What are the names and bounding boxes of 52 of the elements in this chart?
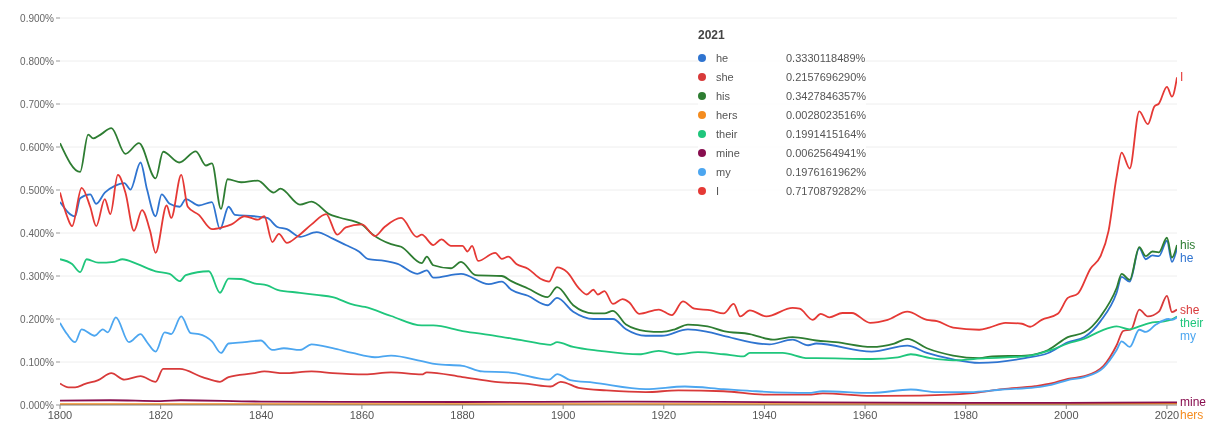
text: hers xyxy=(1180,408,1204,423)
annotation: 0.0062564941% xyxy=(786,146,867,159)
x-tick-label: 2000 xyxy=(1054,408,1079,421)
legend-title: 2021 xyxy=(698,28,726,42)
annotation: 0.1976161962% xyxy=(786,165,867,178)
legend-label: I xyxy=(716,184,721,197)
legend-label: he xyxy=(716,51,730,64)
x-tick-label: 1840 xyxy=(249,408,274,421)
line-series xyxy=(60,294,1177,397)
x-tick-label: 1960 xyxy=(852,408,878,421)
annotation: 0.7170879282% xyxy=(786,184,867,197)
y-tick-label: 0.100% xyxy=(20,356,55,368)
annotation: 0.3330118489% xyxy=(786,51,866,64)
x-tick-label: 1920 xyxy=(651,408,677,421)
text: my xyxy=(1180,328,1196,343)
line-series xyxy=(60,127,1177,360)
y-tick-label: 0.700% xyxy=(20,98,55,110)
legend-label: their xyxy=(716,127,739,140)
y-tick-label: 0.900% xyxy=(20,12,55,24)
legend-label: my xyxy=(716,165,732,178)
x-tick-label: 2020 xyxy=(1154,408,1180,421)
annotation: 0.2157696290% xyxy=(786,70,867,83)
text: I xyxy=(1180,70,1184,85)
x-tick-label: 1880 xyxy=(450,408,475,421)
text: their xyxy=(1180,315,1204,330)
text: he xyxy=(1180,251,1194,266)
x-tick-label: 1980 xyxy=(953,408,978,421)
text: his xyxy=(1180,238,1196,253)
legend-label: mine xyxy=(716,146,741,159)
y-tick-label: 0.300% xyxy=(20,270,55,282)
x-tick-label: 1860 xyxy=(349,408,375,421)
line-series xyxy=(60,315,1177,394)
legend-label: his xyxy=(716,89,732,102)
x-tick-label: 1820 xyxy=(148,408,173,421)
legend-label: hers xyxy=(716,108,739,121)
line-series xyxy=(60,161,1177,364)
y-tick-label: 0.600% xyxy=(20,141,55,153)
y-tick-label: 0.000% xyxy=(20,399,55,411)
x-tick-label: 1900 xyxy=(550,408,576,421)
text: mine xyxy=(1180,395,1207,410)
x-tick-label: 1800 xyxy=(47,408,73,421)
x-tick-label: 1940 xyxy=(752,408,777,421)
y-tick-label: 0.200% xyxy=(20,313,55,325)
annotation: 0.0028023516% xyxy=(786,108,867,121)
y-tick-label: 0.800% xyxy=(20,55,55,67)
y-tick-label: 0.500% xyxy=(20,184,55,196)
line-series xyxy=(60,258,1177,362)
y-tick-label: 0.400% xyxy=(20,227,55,239)
annotation: 0.3427846357% xyxy=(786,89,867,102)
annotation: 0.1991415164% xyxy=(786,127,867,140)
legend-label: she xyxy=(716,70,735,83)
text: she xyxy=(1180,302,1200,317)
